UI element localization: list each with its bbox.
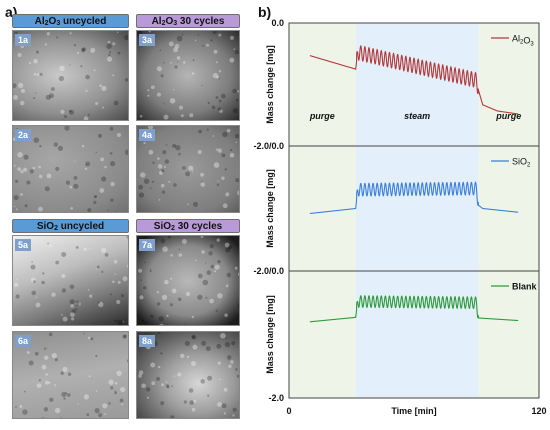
phase-band-purge bbox=[478, 23, 539, 398]
sem-group-header-1: Al2O3 uncycled bbox=[12, 14, 129, 28]
legend-label-Blank: Blank bbox=[512, 282, 538, 292]
legend-label-SiO2: SiO2 bbox=[512, 157, 531, 169]
y-tick-label: -2.0/0.0 bbox=[253, 266, 284, 276]
series-line-SiO2 bbox=[309, 181, 519, 215]
series-line-Blank bbox=[309, 294, 519, 323]
chart-panel-frame bbox=[288, 270, 540, 399]
y-axis-label: Mass change [mg] bbox=[265, 45, 275, 124]
sem-image-3a: 3a bbox=[136, 30, 240, 121]
sem-tag: 6a bbox=[15, 335, 32, 347]
y-tick-label: -2.0/0.0 bbox=[253, 141, 284, 151]
sem-tag: 8a bbox=[139, 335, 156, 347]
sem-tag: 2a bbox=[15, 129, 32, 141]
sem-tag: 7a bbox=[139, 239, 156, 251]
sem-group-header-4: SiO2 30 cycles bbox=[136, 219, 240, 233]
sem-tag: 1a bbox=[15, 34, 32, 46]
legend-label-Al2O3: Al2O3 bbox=[512, 34, 534, 48]
sem-group-header-3: SiO2 uncycled bbox=[12, 219, 129, 233]
x-axis-label: Time [min] bbox=[391, 406, 436, 416]
y-axis-label: Mass change [mg] bbox=[265, 295, 275, 374]
series-line-Al2O3 bbox=[309, 45, 519, 115]
sem-image-7a: 7a bbox=[136, 235, 240, 326]
y-axis-label: Mass change [mg] bbox=[265, 169, 275, 248]
sem-tag: 4a bbox=[139, 129, 156, 141]
sem-image-4a: 4a bbox=[136, 125, 240, 213]
x-tick-label: 120 bbox=[531, 406, 546, 416]
sem-image-5a: 5a bbox=[12, 235, 129, 326]
sem-group-header-2: Al2O3 30 cycles bbox=[136, 14, 240, 28]
phase-band-purge bbox=[289, 23, 356, 398]
panel-b-label: b) bbox=[258, 4, 272, 20]
chart-panel-frame bbox=[288, 22, 540, 147]
y-tick-label: 0.0 bbox=[271, 18, 284, 28]
sem-image-1a: 1a bbox=[12, 30, 129, 121]
x-tick-label: 0 bbox=[286, 406, 291, 416]
sem-tag: 3a bbox=[139, 34, 156, 46]
y-tick-label: -2.0 bbox=[268, 393, 284, 403]
phase-label-purge: purge bbox=[309, 111, 335, 121]
sem-image-6a: 6a bbox=[12, 331, 129, 419]
phase-band-steam bbox=[355, 23, 479, 398]
phase-label-steam: steam bbox=[404, 111, 430, 121]
sem-tag: 5a bbox=[15, 239, 32, 251]
sem-image-2a: 2a bbox=[12, 125, 129, 213]
chart-panel-frame bbox=[288, 145, 540, 272]
sem-image-8a: 8a bbox=[136, 331, 240, 419]
phase-label-purge: purge bbox=[495, 111, 521, 121]
